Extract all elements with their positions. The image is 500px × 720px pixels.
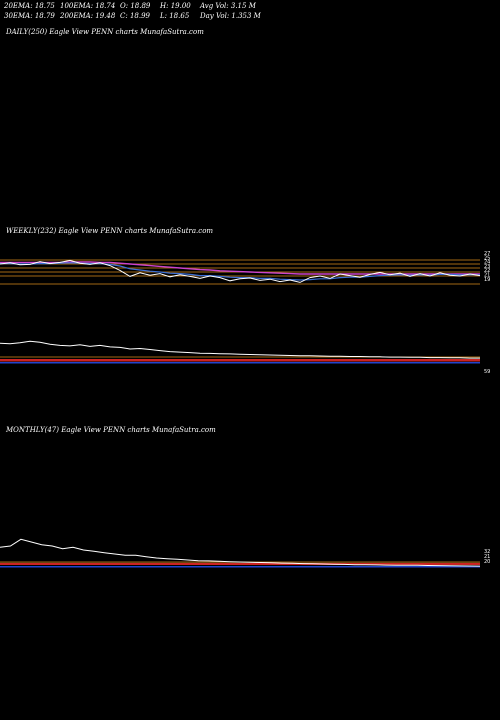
weekly-price-line — [0, 259, 481, 283]
monthly-panel-title: MONTHLY(47) Eagle View PENN charts Munaf… — [6, 426, 216, 434]
weekly-right-label: 22 — [484, 268, 490, 274]
weekly-right-label: 23 — [484, 264, 490, 270]
header-low: L: 18.65 — [160, 12, 190, 20]
weekly-indicator-line — [0, 340, 480, 359]
header-high: H: 19.00 — [160, 2, 191, 10]
monthly-price-line — [0, 538, 481, 567]
monthly-right-label: 21 — [484, 554, 490, 560]
monthly-band-blue — [0, 566, 480, 568]
weekly-right-label: 19 — [484, 277, 490, 283]
weekly-indicator-band-blue — [0, 362, 480, 364]
header-day-vol: Day Vol: 1.353 M — [200, 12, 261, 20]
weekly-right-label: 27 — [484, 251, 490, 257]
monthly-band-red — [0, 563, 480, 565]
daily-panel-title: DAILY(250) Eagle View PENN charts Munafa… — [6, 28, 204, 36]
weekly-indicator-band-red — [0, 359, 480, 362]
header-20ema: 20EMA: 18.75 — [4, 2, 55, 10]
weekly-right-label: 24 — [484, 260, 490, 266]
header-avg-vol: Avg Vol: 3.15 M — [200, 2, 256, 10]
weekly-indicator-label: 59 — [484, 369, 490, 375]
monthly-right-label: 32 — [484, 549, 490, 555]
header-200ema: 200EMA: 19.48 — [60, 12, 116, 20]
weekly-right-label: 21 — [484, 273, 490, 279]
header-open: O: 18.89 — [120, 2, 151, 10]
weekly-ema-slow-line — [0, 261, 480, 275]
weekly-right-label: 25 — [484, 255, 490, 261]
header-close: C: 18.99 — [120, 12, 150, 20]
header-30ema: 30EMA: 18.79 — [4, 12, 55, 20]
header-100ema: 100EMA: 18.74 — [60, 2, 116, 10]
monthly-right-label: 20 — [484, 559, 490, 565]
weekly-panel-title: WEEKLY(232) Eagle View PENN charts Munaf… — [6, 227, 214, 235]
